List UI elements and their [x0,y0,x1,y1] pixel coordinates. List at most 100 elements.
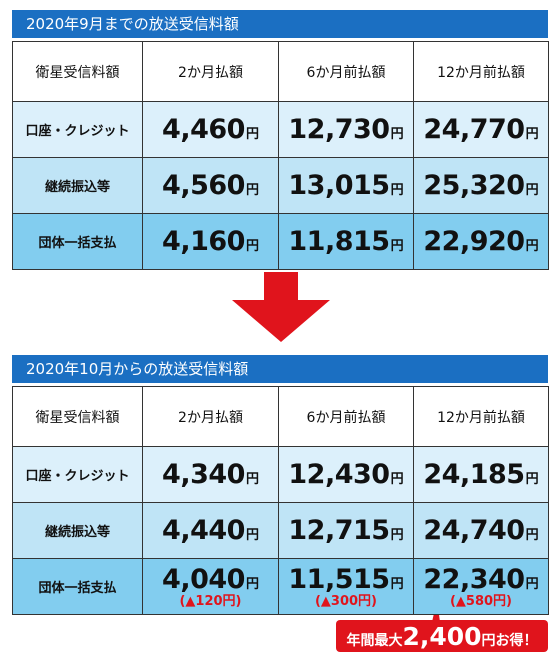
amount-line: 11,515円 [288,564,403,595]
amount-line: 24,770円 [423,114,538,145]
row-label-cell: 継続振込等 [12,157,143,214]
unit: 円 [525,528,539,543]
amount-cell: 12,730円 [278,101,414,158]
amount: 12,730 [288,114,390,145]
amount-line: 13,015円 [288,170,403,201]
header-text: 12か月前払額 [437,409,525,426]
header-text: 12か月前払額 [437,64,525,81]
amount: 4,560 [162,170,245,201]
amount-cell: 4,160円 [142,213,279,270]
section-title: 2020年9月までの放送受信料額 [12,10,548,38]
row-label-cell: 口座・クレジット [12,446,143,503]
amount-cell: 24,185円 [413,446,549,503]
row-label: 継続振込等 [44,180,110,195]
amount-line: 22,920円 [423,226,538,257]
unit: 円 [390,239,404,254]
amount-line: 25,320円 [423,170,538,201]
amount: 11,815 [288,226,390,257]
unit: 円 [245,183,259,198]
callout-amount: 2,400 [402,622,482,651]
unit: 円 [245,239,259,254]
amount: 24,185 [423,459,525,490]
amount-cell: 25,320円 [413,157,549,214]
amount-line: 12,730円 [288,114,403,145]
header-cell: 2か月払額 [142,41,279,102]
amount-line: 4,160円 [162,226,259,257]
amount-line: 24,185円 [423,459,538,490]
header-cell: 6か月前払額 [278,386,414,447]
amount-line: 4,460円 [162,114,259,145]
header-text: 衛星受信料額 [35,64,120,81]
amount-line: 4,340円 [162,459,259,490]
saving-note: (▲300円) [314,594,378,609]
header-text: 2か月払額 [178,409,243,426]
amount: 22,340 [423,564,525,595]
header-text: 衛星受信料額 [35,409,120,426]
header-cell: 12か月前払額 [413,386,549,447]
amount: 12,715 [288,515,390,546]
amount: 22,920 [423,226,525,257]
header-cell: 衛星受信料額 [12,386,143,447]
amount-line: 12,430円 [288,459,403,490]
unit: 円 [525,472,539,487]
amount-cell: 22,920円 [413,213,549,270]
amount-cell: 12,430円 [278,446,414,503]
row-label: 口座・クレジット [25,469,130,484]
amount-line: 24,740円 [423,515,538,546]
amount: 4,160 [162,226,245,257]
amount-cell: 24,770円 [413,101,549,158]
amount-cell: 22,340円 (▲580円) [413,558,549,615]
saving-note: (▲580円) [449,594,513,609]
amount: 4,340 [162,459,245,490]
amount-cell: 4,560円 [142,157,279,214]
amount: 4,460 [162,114,245,145]
header-text: 6か月前払額 [306,64,386,81]
unit: 円 [390,472,404,487]
row-label: 継続振込等 [44,525,110,540]
unit: 円 [525,239,539,254]
amount: 4,040 [162,564,245,595]
amount-cell: 24,740円 [413,502,549,559]
saving-note: (▲120円) [179,594,242,609]
row-label-cell: 団体一括支払 [12,558,143,615]
amount-line: 4,560円 [162,170,259,201]
amount-cell: 4,040円 (▲120円) [142,558,279,615]
amount-line: 22,340円 [423,564,538,595]
row-label: 団体一括支払 [38,581,117,596]
row-label-cell: 団体一括支払 [12,213,143,270]
callout-prefix: 年間最大 [346,633,403,649]
amount-cell: 4,340円 [142,446,279,503]
row-label-cell: 継続振込等 [12,502,143,559]
unit: 円 [245,577,259,592]
unit: 円 [390,127,404,142]
callout: 年間最大 2,400 円お得！ [336,620,548,652]
amount: 4,440 [162,515,245,546]
unit: 円 [245,127,259,142]
amount-cell: 13,015円 [278,157,414,214]
row-label: 団体一括支払 [38,236,117,251]
unit: 円 [245,472,259,487]
unit: 円 [390,183,404,198]
header-text: 6か月前払額 [306,409,386,426]
amount-line: 11,815円 [288,226,403,257]
amount-cell: 11,515円 (▲300円) [278,558,414,615]
header-text: 2か月払額 [178,64,243,81]
unit: 円 [525,577,539,592]
amount-line: 4,440円 [162,515,259,546]
unit: 円 [245,528,259,543]
row-label-cell: 口座・クレジット [12,101,143,158]
amount-cell: 12,715円 [278,502,414,559]
amount-line: 12,715円 [288,515,403,546]
header-cell: 12か月前払額 [413,41,549,102]
amount: 12,430 [288,459,390,490]
amount: 24,770 [423,114,525,145]
header-cell: 2か月払額 [142,386,279,447]
amount: 13,015 [288,170,390,201]
amount-cell: 4,440円 [142,502,279,559]
unit: 円 [525,183,539,198]
amount-line: 4,040円 [162,564,259,595]
section-title: 2020年10月からの放送受信料額 [12,355,548,383]
header-cell: 衛星受信料額 [12,41,143,102]
amount-cell: 11,815円 [278,213,414,270]
